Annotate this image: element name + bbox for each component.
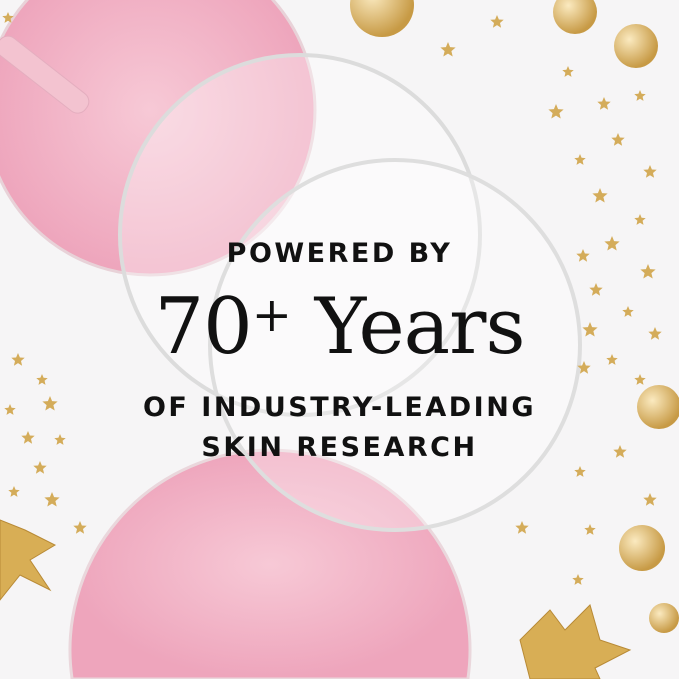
- star-icon: [643, 165, 657, 178]
- star-icon: [589, 283, 603, 296]
- star-icon: [576, 249, 590, 262]
- pipette: [0, 35, 90, 114]
- star-icon: [606, 354, 618, 365]
- star-icon: [490, 15, 504, 28]
- headline-industry-leading: OF INDUSTRY-LEADING: [142, 392, 536, 423]
- star-icon: [643, 493, 657, 506]
- star-icon: [634, 374, 646, 385]
- star-icon: [73, 521, 87, 534]
- star-icon: [622, 306, 634, 317]
- years-number: 70: [154, 282, 253, 372]
- star-icon: [11, 353, 25, 366]
- plus-sign: +: [251, 287, 292, 343]
- star-icon: [54, 434, 66, 445]
- star-icon: [21, 431, 35, 444]
- star-icon: [597, 97, 611, 110]
- gold-stars: [2, 12, 662, 585]
- star-icon: [44, 492, 60, 507]
- gold-bows: [0, 519, 632, 679]
- headline-skin-research: SKIN RESEARCH: [201, 432, 478, 463]
- star-icon: [611, 133, 625, 146]
- star-icon: [8, 486, 20, 497]
- star-icon: [42, 396, 58, 411]
- star-icon: [648, 327, 662, 340]
- clear-petri-dish-2: [208, 158, 582, 532]
- star-icon: [584, 524, 596, 535]
- star-icon: [33, 461, 47, 474]
- star-icon: [574, 154, 586, 165]
- headline-powered-by: POWERED BY: [226, 238, 453, 269]
- star-icon: [548, 104, 564, 119]
- star-icon: [440, 42, 456, 57]
- star-icon: [613, 445, 627, 458]
- headline-years: 70+ Years: [0, 282, 679, 372]
- star-icon: [604, 236, 620, 251]
- pink-petri-dish-bottom: [68, 448, 472, 679]
- star-icon: [562, 66, 574, 77]
- star-icon: [4, 404, 16, 415]
- star-icon: [640, 264, 656, 279]
- star-icon: [592, 188, 608, 203]
- star-icon: [572, 574, 584, 585]
- star-icon: [515, 521, 529, 534]
- star-icon: [36, 374, 48, 385]
- star-icon: [577, 361, 591, 374]
- years-word: Years: [314, 282, 526, 372]
- gold-ornaments: [350, 0, 679, 633]
- star-icon: [574, 466, 586, 477]
- star-icon: [634, 214, 646, 225]
- star-icon: [2, 12, 14, 23]
- star-icon: [582, 322, 598, 337]
- star-icon: [634, 90, 646, 101]
